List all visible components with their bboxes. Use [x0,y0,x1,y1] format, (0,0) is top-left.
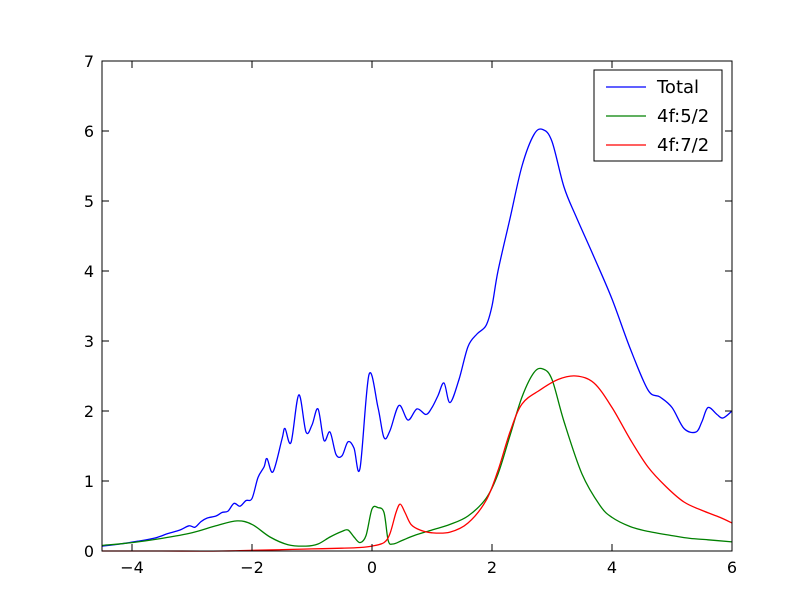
x-axis: −4 −2 0 2 4 6 [120,61,737,577]
axes-frame [101,60,733,552]
legend: Total 4f:5/2 4f:7/2 [593,69,723,162]
series-line-4f52 [101,367,733,547]
legend-label-4f52: 4f:5/2 [657,106,709,127]
series-line-total [101,128,733,547]
y-tick-label: 7 [84,52,94,71]
y-tick-label: 2 [84,402,94,421]
x-tick-label: 2 [487,558,497,577]
legend-label-total: Total [656,77,699,98]
x-tick-label: −2 [240,558,264,577]
y-tick-label: 3 [84,332,94,351]
x-tick-label: 4 [607,558,617,577]
y-tick-label: 0 [84,542,94,561]
legend-label-4f72: 4f:7/2 [657,135,709,156]
series-line-4f72 [102,375,733,552]
plot-area [101,128,733,552]
y-tick-label: 5 [84,192,94,211]
x-tick-label: −4 [120,558,144,577]
y-tick-label: 4 [84,262,94,281]
x-tick-label: 6 [727,558,737,577]
x-tick-label: 0 [367,558,377,577]
y-tick-label: 6 [84,122,94,141]
y-tick-label: 1 [84,472,94,491]
